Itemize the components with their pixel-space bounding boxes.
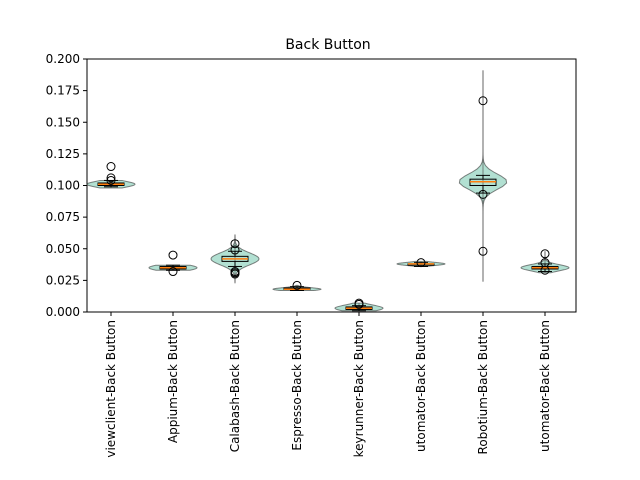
y-tick-label: 0.175 [46, 84, 80, 98]
outlier [416, 258, 426, 268]
outlier [292, 280, 302, 290]
x-tick-label: utomator-Back Button [414, 320, 428, 452]
y-tick-label: 0.050 [46, 242, 80, 256]
outlier [106, 162, 116, 172]
y-tick-label: 0.000 [46, 305, 80, 319]
outlier [230, 245, 240, 255]
outlier [168, 267, 178, 277]
x-tick-label: Appium-Back Button [166, 320, 180, 443]
outlier [478, 96, 488, 106]
x-tick-label: keyrunner-Back Button [352, 320, 366, 457]
y-tick-label: 0.125 [46, 147, 80, 161]
chart-title: Back Button [285, 37, 370, 53]
outlier [354, 298, 364, 308]
outlier [106, 173, 116, 183]
outlier [230, 268, 240, 278]
outlier [540, 249, 550, 259]
outlier [478, 189, 488, 199]
y-tick-label: 0.025 [46, 273, 80, 287]
y-tick-label: 0.075 [46, 210, 80, 224]
y-tick-label: 0.100 [46, 179, 80, 193]
y-tick-label: 0.200 [46, 52, 80, 66]
x-tick-label: Robotium-Back Button [476, 320, 490, 454]
y-tick-label: 0.150 [46, 115, 80, 129]
outlier [106, 175, 116, 185]
outlier [230, 239, 240, 249]
x-tick-label: utomator-Back Button [538, 320, 552, 452]
outlier [478, 246, 488, 256]
x-tick-label: Calabash-Back Button [228, 320, 242, 452]
outlier [540, 265, 550, 275]
x-tick-label: Espresso-Back Button [290, 320, 304, 451]
outlier [168, 250, 178, 260]
x-tick-label: viewclient-Back Button [104, 320, 118, 458]
